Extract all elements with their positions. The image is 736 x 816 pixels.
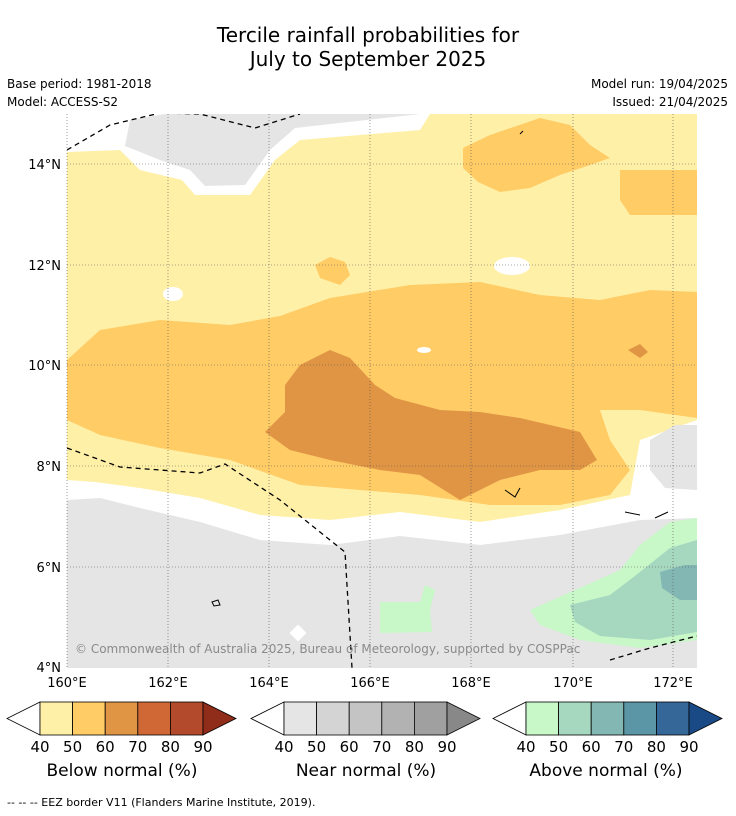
- colorbar-extend-low: [250, 701, 285, 736]
- below-normal-50-top-blob: [463, 118, 610, 192]
- base-period: Base period: 1981-2018: [7, 77, 152, 91]
- colorbar-tick-label: 80: [405, 738, 424, 756]
- above-normal-40-patch: [380, 585, 435, 633]
- colorbar-swatch: [283, 701, 317, 736]
- lat-label: 10°N: [28, 359, 61, 374]
- colorbar-tick-label: 40: [30, 738, 49, 756]
- near-normal-colorbar: 40 50 60 70 80 90: [250, 701, 481, 756]
- meta-right: Model run: 19/04/2025 Issued: 21/04/2025: [591, 75, 728, 111]
- model-name: Model: ACCESS-S2: [7, 95, 119, 109]
- lat-label: 8°N: [37, 460, 62, 475]
- above-normal-label: Above normal (%): [529, 761, 683, 781]
- colorbar-tick-label: 70: [614, 738, 633, 756]
- island-marks: [211, 130, 669, 607]
- longitude-labels: 160°E 162°E 164°E 166°E 168°E 170°E 172°…: [47, 676, 693, 691]
- colorbar-swatch: [381, 701, 415, 736]
- near-normal-label: Near normal (%): [295, 761, 437, 781]
- colorbars: 40 50 60 70 80 90 40 50 60 70 80 90 40 50 60 70 80 90: [6, 701, 723, 756]
- lon-label: 162°E: [148, 676, 188, 691]
- colorbar-swatch: [590, 701, 625, 736]
- below-normal-colorbar: 40 50 60 70 80 90: [6, 701, 237, 756]
- colorbar-swatch: [558, 701, 592, 736]
- lon-label: 168°E: [451, 676, 491, 691]
- near-normal-top-grey: [125, 114, 420, 186]
- map-title-line1: Tercile rainfall probabilities for: [216, 23, 520, 47]
- colorbar-tick-label: 50: [549, 738, 568, 756]
- eez-borders: [67, 114, 697, 668]
- lat-label: 4°N: [37, 661, 62, 676]
- below-normal-50-right-blob: [620, 170, 697, 215]
- colorbar-tick-label: 90: [193, 738, 212, 756]
- below-normal-label: Below normal (%): [46, 761, 198, 781]
- colorbar-tick-label: 50: [307, 738, 326, 756]
- below-normal-50-small-blob: [315, 257, 350, 285]
- colorbar-swatch: [623, 701, 657, 736]
- colorbar-swatch: [525, 701, 559, 736]
- colorbar-tick-label: 80: [161, 738, 180, 756]
- lon-label: 164°E: [249, 676, 289, 691]
- above-normal-colorbar: 40 50 60 70 80 90: [492, 701, 723, 756]
- issued-date: Issued: 21/04/2025: [612, 95, 728, 109]
- lon-label: 172°E: [653, 676, 693, 691]
- below-normal-60-core: [265, 350, 597, 500]
- colorbar-swatch: [169, 701, 204, 736]
- colorbar-extend-low: [6, 701, 41, 736]
- colorbar-tick-label: 70: [372, 738, 391, 756]
- probability-field: [67, 114, 697, 668]
- colorbar-extend-low: [492, 701, 527, 736]
- colorbar-swatch: [656, 701, 690, 736]
- colorbar-swatch: [137, 701, 171, 736]
- colorbar-swatch: [413, 701, 448, 736]
- lat-label: 6°N: [37, 561, 62, 576]
- model-run: Model run: 19/04/2025: [590, 77, 728, 91]
- graticule: [66, 114, 697, 668]
- white-speckle: [163, 287, 183, 301]
- colorbar-extend-high: [202, 701, 237, 736]
- colorbar-tick-label: 40: [274, 738, 293, 756]
- colorbar-tick-label: 40: [516, 738, 535, 756]
- above-normal-60-region: [660, 565, 697, 600]
- near-normal-south-region: [67, 498, 697, 668]
- colorbar-tick-label: 70: [128, 738, 147, 756]
- lon-label: 170°E: [553, 676, 593, 691]
- above-normal-50-region: [570, 540, 697, 640]
- map-title-line2: July to September 2025: [249, 47, 487, 71]
- meta-left: Base period: 1981-2018 Model: ACCESS-S2: [7, 75, 152, 111]
- colorbar-tick-label: 90: [437, 738, 456, 756]
- white-speckle: [289, 624, 307, 642]
- colorbar-extend-high: [446, 701, 481, 736]
- colorbar-swatch: [72, 701, 106, 736]
- colorbar-swatch: [39, 701, 73, 736]
- near-normal-right-blob: [650, 425, 697, 490]
- white-speckle: [494, 257, 530, 275]
- lat-label: 14°N: [28, 158, 61, 173]
- colorbar-tick-label: 60: [340, 738, 359, 756]
- colorbar-tick-label: 90: [679, 738, 698, 756]
- white-speckle: [417, 347, 431, 353]
- colorbar-swatch: [104, 701, 139, 736]
- lon-label: 160°E: [47, 676, 87, 691]
- copyright-notice: © Commonwealth of Australia 2025, Bureau…: [75, 642, 580, 656]
- colorbar-tick-label: 80: [647, 738, 666, 756]
- colorbar-swatch: [316, 701, 350, 736]
- white-gap-south: [67, 490, 697, 532]
- below-normal-60-small-blob: [628, 344, 648, 358]
- colorbar-extend-high: [688, 701, 723, 736]
- colorbar-tick-label: 60: [96, 738, 115, 756]
- latitude-labels: 14°N 12°N 10°N 8°N 6°N 4°N: [28, 158, 61, 676]
- lat-label: 12°N: [28, 259, 61, 274]
- lon-label: 166°E: [350, 676, 390, 691]
- colorbar-tick-label: 60: [582, 738, 601, 756]
- colorbar-tick-label: 50: [63, 738, 82, 756]
- eez-footer-note: -- -- -- EEZ border V11 (Flanders Marine…: [7, 796, 316, 809]
- colorbar-swatch: [348, 701, 383, 736]
